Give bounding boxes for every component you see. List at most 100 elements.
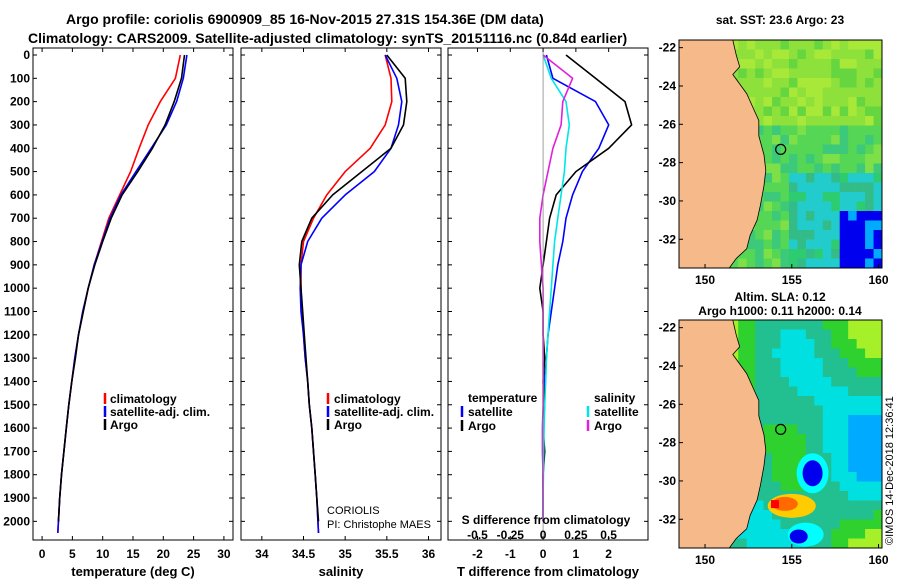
map-cell: [746, 339, 756, 349]
map-cell: [763, 386, 773, 397]
map-cell: [763, 173, 773, 183]
map-cell: [873, 415, 882, 425]
temperature-xlabel: temperature (deg C): [71, 564, 195, 579]
map-cell: [805, 97, 815, 107]
map-cell: [746, 239, 756, 250]
legend-climatology: climatology: [334, 392, 401, 406]
map-cell: [772, 163, 781, 174]
map-cell: [780, 258, 790, 268]
map-cell: [797, 230, 807, 240]
map-cell: [848, 220, 858, 231]
map-cell: [865, 339, 875, 349]
map-cell: [763, 510, 773, 520]
map-cell: [738, 348, 748, 359]
map-cell: [746, 510, 756, 520]
depth-tick-label: 1200: [3, 328, 30, 342]
depth-tick-label: 0: [23, 48, 30, 62]
map-cell: [873, 116, 882, 126]
map-cell: [763, 472, 773, 482]
map-cell: [822, 87, 832, 98]
map-cell: [788, 116, 798, 126]
map-cell: [865, 68, 875, 79]
map-cell: [763, 462, 773, 473]
legend-t-satellite: satellite: [468, 405, 513, 419]
map-cell: [797, 49, 807, 60]
map-cell: [831, 154, 841, 164]
depth-tick-label: 300: [10, 118, 30, 132]
map-cell: [763, 249, 773, 259]
map-cell: [780, 481, 790, 492]
map-cell: [839, 434, 849, 444]
map-cell: [738, 68, 748, 79]
s-tick-label: 0: [540, 528, 547, 542]
map-cell: [831, 239, 841, 250]
map-cell: [839, 472, 849, 482]
map-cell: [805, 106, 815, 117]
map-cell: [788, 249, 798, 259]
map-cell: [822, 154, 832, 164]
difference-curves: [538, 48, 633, 540]
map-frame: [678, 39, 883, 269]
eddy-cold-south-core: [789, 529, 808, 544]
map-cell: [763, 339, 773, 349]
map-cell: [856, 163, 866, 174]
map-cell: [865, 144, 875, 155]
map-cell: [763, 424, 773, 435]
map-cell: [772, 182, 781, 193]
legend-s-satellite: satellite: [594, 405, 639, 419]
depth-tick-label: 900: [10, 258, 30, 272]
map-cell: [772, 415, 781, 425]
map-cell: [805, 249, 815, 259]
map-cell: [788, 154, 798, 164]
x-tick-label: 20: [157, 547, 171, 561]
map-cell: [831, 500, 841, 511]
map-cell: [865, 135, 875, 145]
depth-axis: 0 100 200 300 400 500 600 700 800 900 1000 1100 1200…: [3, 48, 648, 528]
map-cell: [772, 405, 781, 416]
map-cell: [822, 201, 832, 212]
map-cell: [814, 500, 824, 511]
map-cell: [822, 192, 832, 202]
map-cell: [805, 220, 815, 231]
map-cell: [848, 125, 858, 136]
map-cell: [755, 116, 765, 126]
map-cell: [848, 453, 858, 463]
map-cell: [856, 396, 866, 406]
map-cell: [814, 396, 824, 406]
map-cell: [848, 348, 858, 359]
map-cell: [831, 97, 841, 107]
temperature-curves: [57, 54, 188, 534]
sst-map-title: sat. SST: 23.6 Argo: 23: [716, 13, 845, 27]
map-cell: [755, 491, 765, 501]
map-cell: [814, 49, 824, 60]
map-cell: [822, 491, 832, 501]
map-cell: [755, 519, 765, 530]
map-cell: [814, 125, 824, 136]
map-cell: [873, 472, 882, 482]
map-cell: [831, 510, 841, 520]
map-cell: [848, 135, 858, 145]
map-cell: [856, 173, 866, 183]
map-cell: [788, 348, 798, 359]
map-x-tick-label: 150: [695, 553, 715, 567]
map-cell: [755, 329, 765, 340]
map-cell: [831, 87, 841, 98]
map-cell: [772, 491, 781, 501]
map-cell: [831, 329, 841, 340]
map-cell: [814, 163, 824, 174]
map-cell: [788, 320, 798, 330]
map-cell: [839, 239, 849, 250]
map-cell: [856, 434, 866, 444]
map-cell: [822, 249, 832, 259]
map-cell: [772, 329, 781, 340]
map-cell: [814, 230, 824, 240]
map-cell: [746, 367, 756, 378]
map-cell: [839, 125, 849, 136]
map-cell: [780, 434, 790, 444]
map-cell: [763, 87, 773, 98]
map-cell: [848, 49, 858, 60]
map-cell: [856, 529, 866, 539]
map-cell: [839, 163, 849, 174]
x-tick-label: 15: [126, 547, 140, 561]
map-cell: [755, 386, 765, 397]
